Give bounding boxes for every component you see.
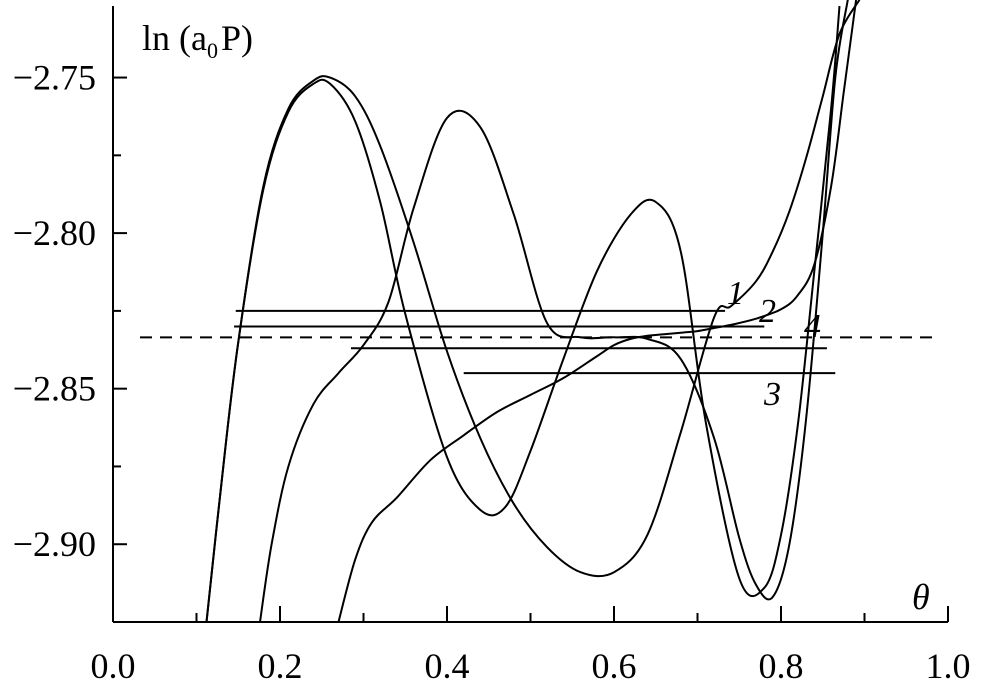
y-axis-label-subscript: 0	[207, 38, 218, 63]
y-tick-label: −2.80	[13, 213, 96, 253]
y-tick-label: −2.75	[13, 58, 96, 98]
y-tick-label: −2.85	[13, 369, 96, 409]
series-curve-3	[337, 0, 858, 623]
series-curve-4	[259, 0, 849, 623]
x-tick-label: 1.0	[926, 646, 971, 686]
x-tick-label: 0.0	[91, 646, 136, 686]
series-curve-2	[205, 5, 841, 623]
curve-label-1: 1	[727, 275, 744, 312]
y-axis-label: ln (a0P)	[142, 18, 253, 63]
x-tick-label: 0.4	[425, 646, 470, 686]
curve-label-4: 4	[804, 308, 821, 345]
x-ticks-layer: 0.0 0.2 0.4 0.6 0.8 1.0	[91, 606, 971, 686]
x-tick-label: 0.2	[258, 646, 303, 686]
y-axis-label-tail: P)	[221, 18, 253, 58]
curve-labels-layer: 1 2 43	[727, 275, 821, 413]
curve-label-3: 3	[763, 376, 781, 413]
curves-layer	[205, 0, 861, 623]
y-ticks-layer: −2.75 −2.80 −2.85 −2.90	[13, 58, 127, 623]
curve-label-2: 2	[759, 293, 776, 330]
x-axis-label: θ	[912, 577, 930, 617]
y-tick-label: −2.90	[13, 524, 96, 564]
x-tick-label: 0.6	[592, 646, 637, 686]
series-curve-1	[205, 0, 861, 623]
y-axis-label-main: ln (a	[142, 18, 207, 58]
x-tick-label: 0.8	[759, 646, 804, 686]
levels-layer	[234, 309, 836, 375]
